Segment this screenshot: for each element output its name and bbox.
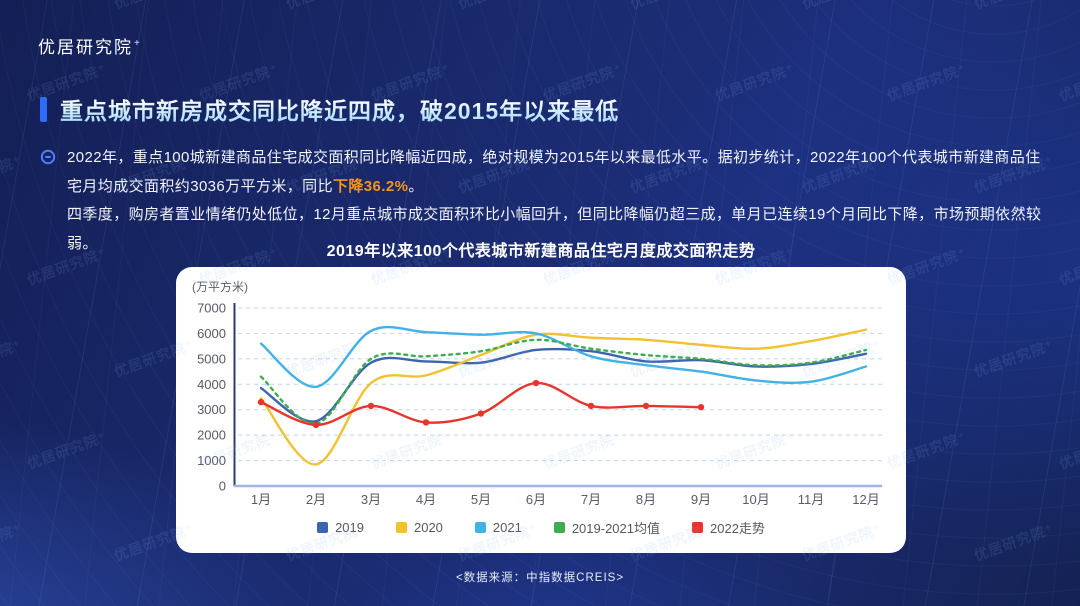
legend-swatch-icon: [553, 522, 565, 533]
legend-label: 2019-2021均值: [571, 521, 660, 536]
watermark-text: 优居研究院⁺: [971, 336, 1056, 380]
chart-card: (万平方米) 0 1000 2000 3000 4000 5000 6000 7000 1月 2月…: [176, 267, 906, 553]
x-tick-label: 7月: [581, 492, 601, 507]
legend-label: 2021: [492, 520, 522, 535]
brand-logo-plus-icon: +: [134, 38, 142, 50]
legend-item-2019-2021均值: 2019-2021均值: [553, 518, 660, 537]
series-line-2022走势: [259, 381, 703, 427]
series-marker-2022走势: [532, 379, 540, 387]
watermark-text: 优居研究院⁺: [111, 0, 196, 14]
x-tick-label: 10月: [742, 492, 769, 507]
watermark-text: 优居研究院⁺: [0, 152, 24, 196]
x-tick-label: 1月: [251, 492, 271, 507]
legend-item-2020: 2020: [395, 520, 443, 535]
series-marker-2022走势: [587, 402, 595, 410]
watermark-text: 优居研究院⁺: [455, 0, 540, 14]
watermark-text: 优居研究院⁺: [1056, 428, 1080, 472]
x-tick-label: 3月: [361, 492, 381, 507]
legend-label: 2020: [413, 520, 443, 535]
watermark-text: 优居研究院⁺: [971, 0, 1056, 14]
series-marker-2022走势: [367, 402, 375, 410]
paragraph-1-text: 2022年，重点100城新建商品住宅成交面积同比降幅近四成，绝对规模为2015年…: [67, 149, 1041, 195]
x-tick-label: 2月: [306, 492, 326, 507]
chart-title: 2019年以来100个代表城市新建商品住宅月度成交面积走势: [326, 243, 756, 260]
y-tick-label: 3000: [197, 402, 226, 417]
watermark-text: 优居研究院⁺: [1056, 244, 1080, 288]
y-axis-unit-label: (万平方米): [192, 280, 248, 294]
watermark-text: 优居研究院⁺: [971, 520, 1056, 564]
series-marker-2022走势: [477, 410, 485, 417]
watermark-text: 优居研究院⁺: [0, 520, 24, 564]
brand-logo: 优居研究院+: [38, 33, 142, 58]
paragraph-1-tail: 。: [408, 177, 424, 195]
x-tick-label: 11月: [798, 492, 825, 507]
watermark-text: 优居研究院⁺: [0, 336, 24, 380]
watermark-text: 优居研究院⁺: [884, 60, 969, 104]
chart-legend: 2019 2020 2021 2019-2021均值 2022走势: [176, 518, 906, 537]
series-marker-2022走势: [422, 419, 430, 426]
y-tick-label: 2000: [197, 428, 226, 443]
title-accent-bar: [40, 96, 47, 122]
x-tick-label: 9月: [691, 492, 711, 507]
watermark-text: 优居研究院⁺: [799, 0, 884, 14]
legend-item-2022走势: 2022走势: [692, 518, 765, 537]
report-body: 2022年，重点100城新建商品住宅成交面积同比降幅近四成，绝对规模为2015年…: [40, 144, 1048, 258]
series-line-2019: [259, 347, 868, 423]
legend-swatch-icon: [317, 522, 329, 533]
paragraph-1: 2022年，重点100城新建商品住宅成交面积同比降幅近四成，绝对规模为2015年…: [67, 144, 1048, 201]
series-marker-2022走势: [697, 403, 705, 411]
report-paragraphs: 2022年，重点100城新建商品住宅成交面积同比降幅近四成，绝对规模为2015年…: [67, 144, 1048, 258]
y-tick-label: 6000: [197, 326, 226, 341]
page-title: 重点城市新房成交同比降近四成，破2015年以来最低: [60, 92, 619, 126]
legend-item-2021: 2021: [474, 520, 522, 535]
target-bullet-icon: [40, 149, 56, 258]
series-line-2021: [259, 325, 868, 389]
paragraph-1-highlight: 下降36.2%: [332, 177, 409, 195]
legend-label: 2022走势: [710, 521, 765, 536]
watermark-text: 优居研究院⁺: [0, 0, 24, 14]
watermark-text: 优居研究院⁺: [627, 0, 712, 14]
legend-label: 2019: [335, 520, 364, 535]
y-tick-label: 1000: [197, 453, 226, 468]
legend-swatch-icon: [395, 522, 407, 533]
y-tick-label: 0: [219, 479, 226, 494]
series-line-2020: [259, 328, 868, 466]
series-line-2019-2021均值: [259, 338, 868, 425]
series-marker-2022走势: [642, 402, 650, 410]
x-tick-label: 4月: [416, 492, 436, 507]
x-tick-label: 8月: [636, 492, 656, 507]
y-tick-label: 4000: [197, 377, 226, 392]
paragraph-2: 四季度，购房者置业情绪仍处低位，12月重点城市成交面积环比小幅回升，但同比降幅仍…: [67, 206, 1042, 252]
series-marker-2022走势: [257, 398, 265, 406]
x-tick-label: 12月: [852, 492, 879, 507]
brand-logo-text: 优居研究院: [38, 38, 133, 57]
watermark-text: 优居研究院⁺: [24, 428, 109, 472]
legend-swatch-icon: [692, 522, 703, 533]
watermark-text: 优居研究院⁺: [283, 0, 368, 14]
y-tick-label: 7000: [197, 301, 226, 316]
legend-swatch-icon: [474, 522, 486, 533]
title-row: 重点城市新房成交同比降近四成，破2015年以来最低: [40, 92, 619, 126]
line-chart: 0 1000 2000 3000 4000 5000 6000 7000 1月 2月 3月 4月 5月 6…: [197, 301, 882, 507]
watermark-text: 优居研究院⁺: [712, 60, 797, 104]
x-tick-label: 5月: [471, 492, 491, 507]
legend-item-2019: 2019: [317, 520, 364, 535]
data-source-note: <数据来源：中指数据CREIS>: [455, 572, 625, 584]
y-tick-label: 5000: [197, 351, 226, 366]
series-marker-2022走势: [312, 421, 320, 429]
watermark-text: 优居研究院⁺: [1056, 60, 1080, 104]
x-tick-label: 6月: [526, 492, 546, 507]
